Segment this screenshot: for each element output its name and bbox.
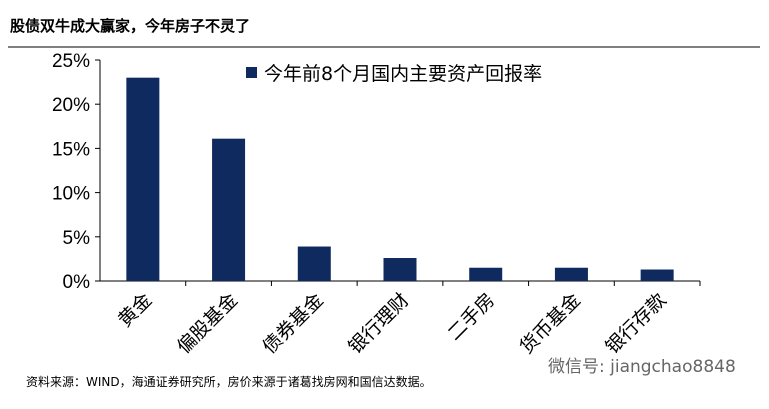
bar (126, 77, 160, 282)
source: 资料来源：WIND，海通证券研究所，房价来源于诸葛找房网和国信达数据。 (26, 374, 432, 389)
x-tick-label: 二手房 (443, 289, 499, 345)
bar (383, 258, 417, 281)
bar (640, 269, 674, 281)
bar (554, 267, 588, 281)
legend-label: 今年前8个月国内主要资产回报率 (264, 63, 542, 85)
bar (297, 246, 331, 281)
bar (212, 138, 246, 281)
chart-title: 股债双牛成大赢家，今年房子不灵了 (10, 17, 250, 35)
y-tick-label: 10% (52, 184, 90, 205)
legend-swatch (246, 67, 257, 78)
y-tick-label: 15% (52, 139, 90, 160)
y-tick-label: 5% (63, 228, 91, 249)
x-tick-label: 黄金 (114, 289, 156, 331)
watermark: 微信号: jiangchao8848 (548, 357, 736, 377)
x-tick-label: 银行理财 (344, 289, 413, 358)
y-tick-label: 0% (63, 272, 91, 293)
y-tick-label: 25% (52, 51, 90, 72)
x-tick-label: 债券基金 (259, 289, 328, 358)
x-tick-label: 偏股基金 (173, 289, 242, 358)
bar (469, 267, 503, 281)
x-tick-label: 货币基金 (516, 289, 585, 358)
y-tick-label: 20% (52, 95, 90, 116)
x-tick-label: 银行存款 (601, 289, 670, 358)
